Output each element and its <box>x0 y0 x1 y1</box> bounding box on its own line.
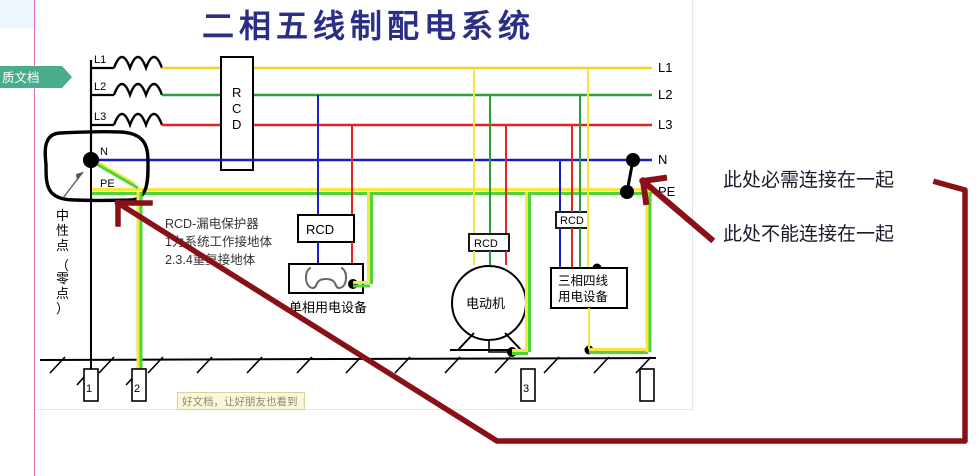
svg-text:中: 中 <box>56 208 69 223</box>
svg-text:RCD: RCD <box>306 222 334 237</box>
svg-text:L1: L1 <box>94 54 106 66</box>
svg-text:3: 3 <box>523 383 529 395</box>
svg-text:电动机: 电动机 <box>466 296 505 311</box>
svg-text:1: 1 <box>86 383 92 395</box>
svg-text:L2: L2 <box>94 81 106 93</box>
svg-text:此处必需连接在一起: 此处必需连接在一起 <box>723 169 894 191</box>
svg-text:RCD: RCD <box>560 215 584 227</box>
svg-text:C: C <box>232 101 241 116</box>
svg-text:点: 点 <box>56 286 69 301</box>
svg-text:三相四线: 三相四线 <box>558 274 609 288</box>
svg-text:零: 零 <box>56 271 69 286</box>
svg-text:用电设备: 用电设备 <box>558 289 609 304</box>
svg-text:PE: PE <box>100 178 115 190</box>
svg-text:RCD: RCD <box>474 238 498 250</box>
svg-text:L1: L1 <box>658 60 672 75</box>
svg-text:）: ） <box>56 301 69 316</box>
svg-text:此处不能连接在一起: 此处不能连接在一起 <box>723 223 894 245</box>
svg-text:点: 点 <box>56 238 69 253</box>
svg-text:L2: L2 <box>658 87 672 102</box>
svg-text:2: 2 <box>134 383 140 395</box>
svg-text:单相用电设备: 单相用电设备 <box>289 300 367 315</box>
svg-text:N: N <box>658 152 667 167</box>
svg-text:RCD-漏电保护器: RCD-漏电保护器 <box>165 216 259 231</box>
svg-text:L3: L3 <box>94 111 106 123</box>
svg-text:R: R <box>232 85 241 100</box>
svg-text:性: 性 <box>56 223 69 238</box>
svg-text:L3: L3 <box>658 117 672 132</box>
svg-text:D: D <box>232 117 241 132</box>
svg-text:N: N <box>100 146 108 158</box>
